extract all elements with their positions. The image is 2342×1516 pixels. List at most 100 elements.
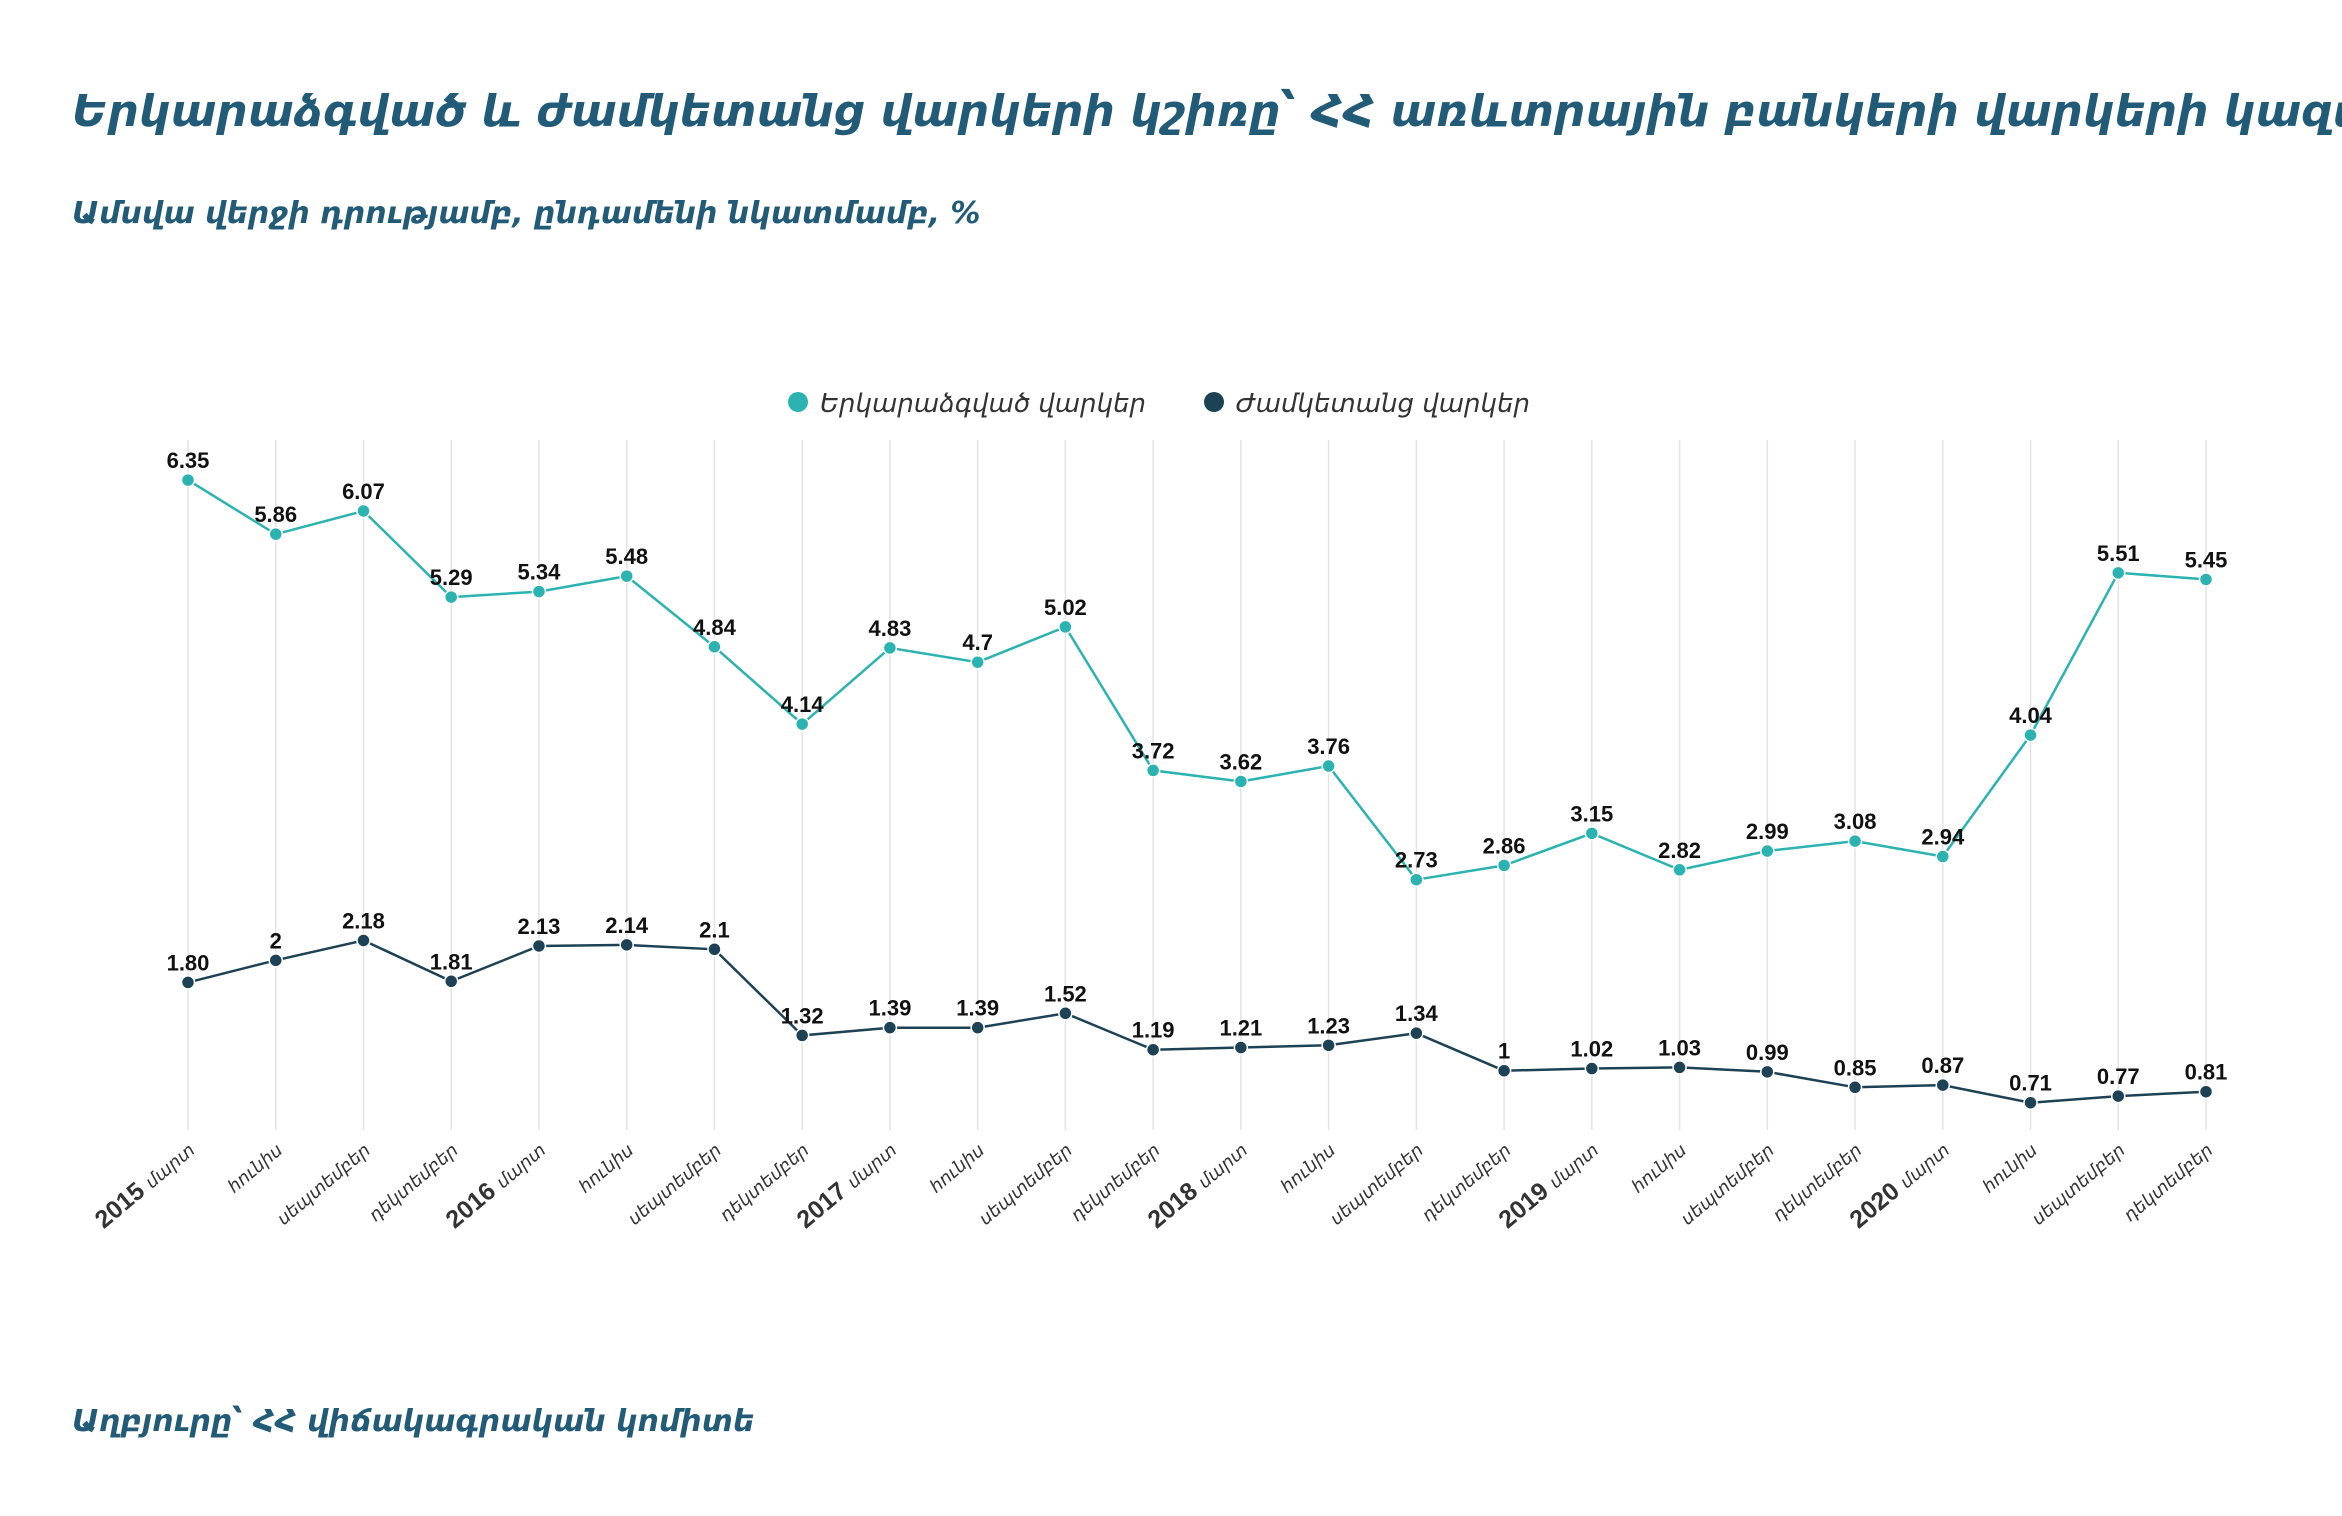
- x-tick-label: սեպտեմբեր: [1326, 1140, 1428, 1230]
- series-line: [187, 479, 2207, 882]
- x-tick-label: դեկտեմբեր: [2120, 1140, 2217, 1226]
- data-point[interactable]: [1760, 843, 1775, 859]
- data-label: 5.45: [2185, 547, 2228, 572]
- data-point[interactable]: [1321, 1038, 1336, 1053]
- data-label: 5.86: [254, 502, 297, 527]
- data-point[interactable]: [180, 472, 196, 488]
- x-tick-month: հունիս: [1277, 1140, 1340, 1198]
- data-point[interactable]: [443, 589, 459, 605]
- series-line: [187, 939, 2207, 1104]
- x-tick-label: հունիս: [224, 1140, 287, 1198]
- data-label: 3.76: [1307, 734, 1350, 759]
- data-label: 1.02: [1570, 1037, 1613, 1062]
- data-point[interactable]: [1233, 774, 1249, 789]
- data-point[interactable]: [707, 942, 722, 957]
- data-point[interactable]: [882, 640, 898, 656]
- data-point[interactable]: [1847, 1080, 1863, 1095]
- data-label: 1.34: [1395, 1001, 1439, 1026]
- x-tick-month: սեպտեմբեր: [1326, 1140, 1428, 1230]
- data-label: 5.51: [2097, 541, 2140, 566]
- data-point[interactable]: [1496, 1063, 1512, 1078]
- data-label: 3.72: [1132, 738, 1175, 763]
- data-point[interactable]: [1409, 1025, 1424, 1041]
- data-label: 2: [270, 928, 282, 953]
- data-point[interactable]: [707, 639, 722, 655]
- data-label: 2.14: [605, 913, 649, 938]
- chart-subtitle: Ամսվա վերջի դրությամբ, ընդամենի նկատմամբ…: [72, 196, 981, 231]
- data-point[interactable]: [1233, 1040, 1249, 1055]
- data-point[interactable]: [2111, 1088, 2126, 1104]
- data-label: 1.80: [167, 950, 210, 975]
- x-tick-label: 2015 մարտ: [90, 1135, 200, 1234]
- data-point[interactable]: [531, 584, 547, 599]
- data-label: 3.08: [1834, 809, 1877, 834]
- x-tick-label: հունիս: [1277, 1140, 1340, 1198]
- data-label: 6.35: [167, 448, 210, 473]
- data-point[interactable]: [970, 654, 985, 670]
- x-tick-label: հունիս: [575, 1140, 638, 1198]
- data-point[interactable]: [1584, 826, 1600, 841]
- data-point[interactable]: [2023, 1095, 2038, 1110]
- data-point[interactable]: [180, 975, 196, 990]
- data-point[interactable]: [356, 503, 371, 519]
- data-label: 4.04: [2009, 703, 2053, 728]
- x-tick-label: հունիս: [1979, 1140, 2042, 1198]
- x-tick-label: սեպտեմբեր: [975, 1140, 1077, 1230]
- data-point[interactable]: [1584, 1061, 1600, 1076]
- data-point[interactable]: [1145, 1042, 1161, 1057]
- data-point[interactable]: [531, 938, 547, 954]
- x-tick-month: սեպտեմբեր: [2028, 1140, 2130, 1230]
- data-point[interactable]: [2198, 1084, 2214, 1099]
- data-point[interactable]: [794, 1028, 810, 1043]
- x-tick-month: մարտ: [1545, 1140, 1603, 1193]
- data-label: 3.15: [1570, 801, 1613, 826]
- data-point[interactable]: [356, 933, 371, 948]
- data-label: 0.77: [2097, 1064, 2140, 1089]
- data-point[interactable]: [1760, 1064, 1775, 1080]
- source-note: Աղբյուրը՝ ՀՀ վիճակագրական կոմիտե: [72, 1404, 755, 1439]
- data-point[interactable]: [1672, 862, 1687, 878]
- data-point[interactable]: [1321, 758, 1336, 774]
- data-point[interactable]: [1935, 1077, 1951, 1093]
- x-tick-month: հունիս: [575, 1140, 638, 1198]
- series-lines: [187, 479, 2207, 1104]
- data-point[interactable]: [268, 526, 283, 542]
- data-point[interactable]: [1496, 858, 1512, 873]
- data-label: 4.7: [962, 630, 993, 655]
- data-label: 1.39: [956, 996, 999, 1021]
- data-point[interactable]: [882, 1020, 898, 1035]
- data-label: 2.13: [518, 914, 561, 939]
- data-point[interactable]: [2198, 572, 2214, 587]
- data-point[interactable]: [1145, 763, 1161, 778]
- data-point[interactable]: [794, 716, 810, 732]
- data-label: 4.83: [868, 616, 911, 641]
- data-point[interactable]: [2111, 565, 2126, 581]
- x-tick-label: հունիս: [926, 1140, 989, 1198]
- data-label: 0.85: [1834, 1055, 1877, 1080]
- x-tick-month: սեպտեմբեր: [624, 1140, 726, 1230]
- data-point[interactable]: [619, 937, 634, 953]
- data-point[interactable]: [268, 953, 283, 968]
- data-point[interactable]: [2023, 727, 2038, 743]
- legend-marker: [1204, 392, 1224, 412]
- data-point[interactable]: [1935, 849, 1951, 864]
- data-point[interactable]: [1058, 619, 1073, 635]
- data-point[interactable]: [1672, 1060, 1687, 1075]
- x-tick-label: սեպտեմբեր: [624, 1140, 726, 1230]
- legend-label: Ժամկետանց վարկեր: [1236, 389, 1530, 419]
- x-tick-label: սեպտեմբեր: [2028, 1140, 2130, 1230]
- data-point[interactable]: [443, 974, 459, 989]
- data-label: 1.19: [1132, 1018, 1175, 1043]
- data-label: 2.82: [1658, 838, 1701, 863]
- x-tick-label: սեպտեմբեր: [1677, 1140, 1779, 1230]
- data-point[interactable]: [1409, 872, 1424, 887]
- data-point[interactable]: [1847, 833, 1863, 849]
- data-point[interactable]: [619, 568, 634, 584]
- chart-title: Երկարաձգված և ժամկետանց վարկերի կշիռը՝ Հ…: [72, 86, 2342, 137]
- x-tick-month: հունիս: [1979, 1140, 2042, 1198]
- data-point[interactable]: [1058, 1006, 1073, 1021]
- data-point[interactable]: [970, 1020, 985, 1035]
- legend-label: Երկարաձգված վարկեր: [820, 389, 1146, 419]
